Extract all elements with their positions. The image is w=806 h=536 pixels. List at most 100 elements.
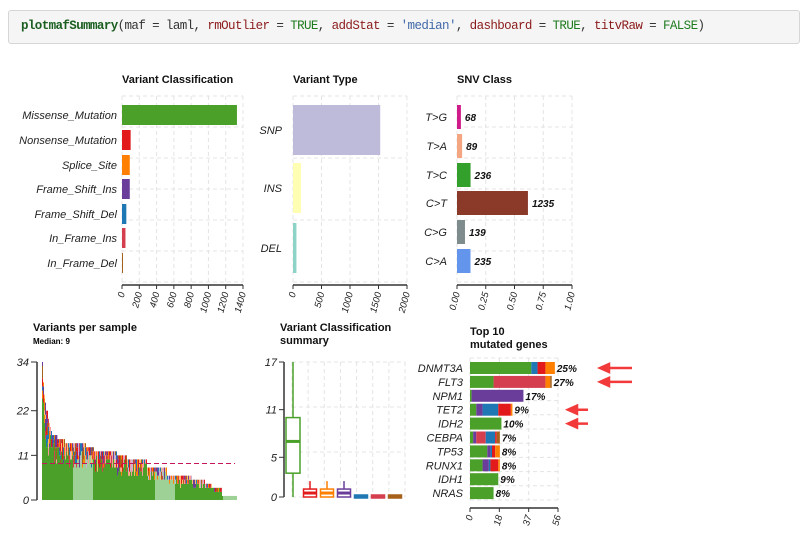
- y-tick-label: 34: [17, 357, 29, 369]
- sample-bar: [206, 487, 207, 500]
- sample-bar-segment: [187, 479, 188, 484]
- sample-bar: [91, 467, 92, 500]
- category-label: Frame_Shift_Ins: [36, 184, 117, 196]
- sample-bar-segment: [150, 467, 151, 480]
- gene-bar-segment: [495, 445, 500, 458]
- sample-bar: [101, 459, 102, 500]
- sample-bar-segment: [170, 475, 171, 480]
- gene-bar-segment: [492, 445, 496, 458]
- gene-bar-segment: [473, 431, 477, 444]
- sample-bar-segment: [43, 386, 44, 395]
- sample-bar-segment: [82, 451, 83, 464]
- sample-bar: [146, 463, 147, 500]
- sample-bar: [53, 443, 54, 500]
- sample-bar-segment: [82, 443, 83, 452]
- sample-bar-segment: [96, 451, 97, 456]
- gene-bar-segment: [510, 403, 513, 416]
- sample-bar: [200, 487, 201, 500]
- sample-bar: [121, 475, 122, 500]
- sample-bar-segment: [46, 410, 47, 415]
- gene-percent: 27%: [553, 378, 574, 389]
- sample-bar: [74, 463, 75, 500]
- gene-bar-segment: [531, 362, 538, 374]
- sample-bar-segment: [184, 475, 185, 480]
- sample-bar-segment: [104, 451, 105, 456]
- sample-bar-segment: [121, 455, 122, 460]
- category-label: C>G: [424, 227, 447, 239]
- sample-bar: [205, 487, 206, 500]
- sample-bar-segment: [61, 439, 62, 444]
- sample-bar-segment: [44, 414, 45, 423]
- sample-bar-segment: [65, 443, 66, 448]
- sample-bar: [161, 479, 162, 500]
- sample-bar-segment: [103, 455, 104, 460]
- sample-bar: [132, 471, 133, 500]
- sample-bar-segment: [190, 475, 191, 480]
- sample-bar-segment: [157, 467, 158, 476]
- sample-bar: [178, 483, 179, 500]
- sample-bar-segment: [205, 483, 206, 488]
- sample-bar-segment: [50, 426, 51, 436]
- sample-bar-segment: [57, 439, 58, 444]
- x-tick-label: 1200: [216, 290, 232, 314]
- code-arg: dashboard: [469, 19, 533, 33]
- sample-bar-segment: [134, 459, 135, 464]
- sample-bar-segment: [113, 451, 114, 460]
- sample-bar: [126, 471, 127, 500]
- sample-bar-segment: [202, 483, 203, 488]
- sample-bar-segment: [116, 451, 117, 460]
- sample-bar-segment: [129, 471, 130, 476]
- category-label: T>C: [426, 170, 447, 182]
- sample-bar: [210, 487, 211, 500]
- gene-bar-segment: [498, 459, 500, 472]
- sample-bar-segment: [42, 366, 43, 379]
- sample-bar-segment: [46, 426, 47, 436]
- sample-bar: [103, 467, 104, 500]
- sample-bar: [139, 467, 140, 500]
- sample-bar-segment: [75, 455, 76, 464]
- sample-bar-segment: [154, 471, 155, 480]
- sample-bar: [97, 471, 98, 500]
- sample-bar-segment: [85, 447, 86, 456]
- sample-bar-segment: [117, 463, 118, 468]
- sample-bar-segment: [102, 467, 103, 472]
- sample-bar: [120, 471, 121, 500]
- sample-bar-segment: [218, 487, 219, 492]
- sample-bar-segment: [110, 455, 111, 464]
- sample-bar-segment: [91, 463, 92, 468]
- sample-bar-segment: [129, 459, 130, 472]
- sample-bar: [186, 483, 187, 500]
- sample-bar-segment: [45, 406, 46, 415]
- sample-bar: [166, 475, 167, 500]
- sample-bar: [57, 447, 58, 500]
- sample-bar-segment: [46, 435, 47, 448]
- gene-label: TP53: [437, 446, 464, 458]
- sample-bar: [185, 483, 186, 500]
- sample-bar-segment: [220, 487, 221, 492]
- sample-bar-segment: [130, 467, 131, 472]
- sample-bar-segment: [59, 439, 60, 448]
- sample-bar-segment: [196, 479, 197, 484]
- sample-bar: [179, 479, 180, 500]
- sample-bar: [148, 479, 149, 500]
- sample-bar-segment: [163, 467, 164, 472]
- sample-bar: [117, 475, 118, 500]
- sample-bar: [170, 479, 171, 500]
- sample-bar: [124, 459, 125, 500]
- sample-bar: [61, 451, 62, 500]
- sample-bar: [65, 459, 66, 500]
- code-value: TRUE: [290, 19, 318, 33]
- sample-bar: [77, 459, 78, 500]
- x-tick-label: 2000: [397, 290, 414, 315]
- sample-bar-segment: [71, 443, 72, 452]
- gene-bar-segment: [470, 417, 502, 430]
- sample-bar-segment: [95, 459, 96, 464]
- sample-bar-segment: [122, 463, 123, 472]
- sample-bar-segment: [166, 467, 167, 476]
- sample-bar-segment: [47, 418, 48, 423]
- sample-bar-segment: [59, 451, 60, 456]
- sample-bar: [71, 459, 72, 500]
- y-tick-label: 11: [266, 405, 277, 417]
- sample-bar: [217, 491, 218, 500]
- x-tick-label: 1400: [233, 290, 249, 314]
